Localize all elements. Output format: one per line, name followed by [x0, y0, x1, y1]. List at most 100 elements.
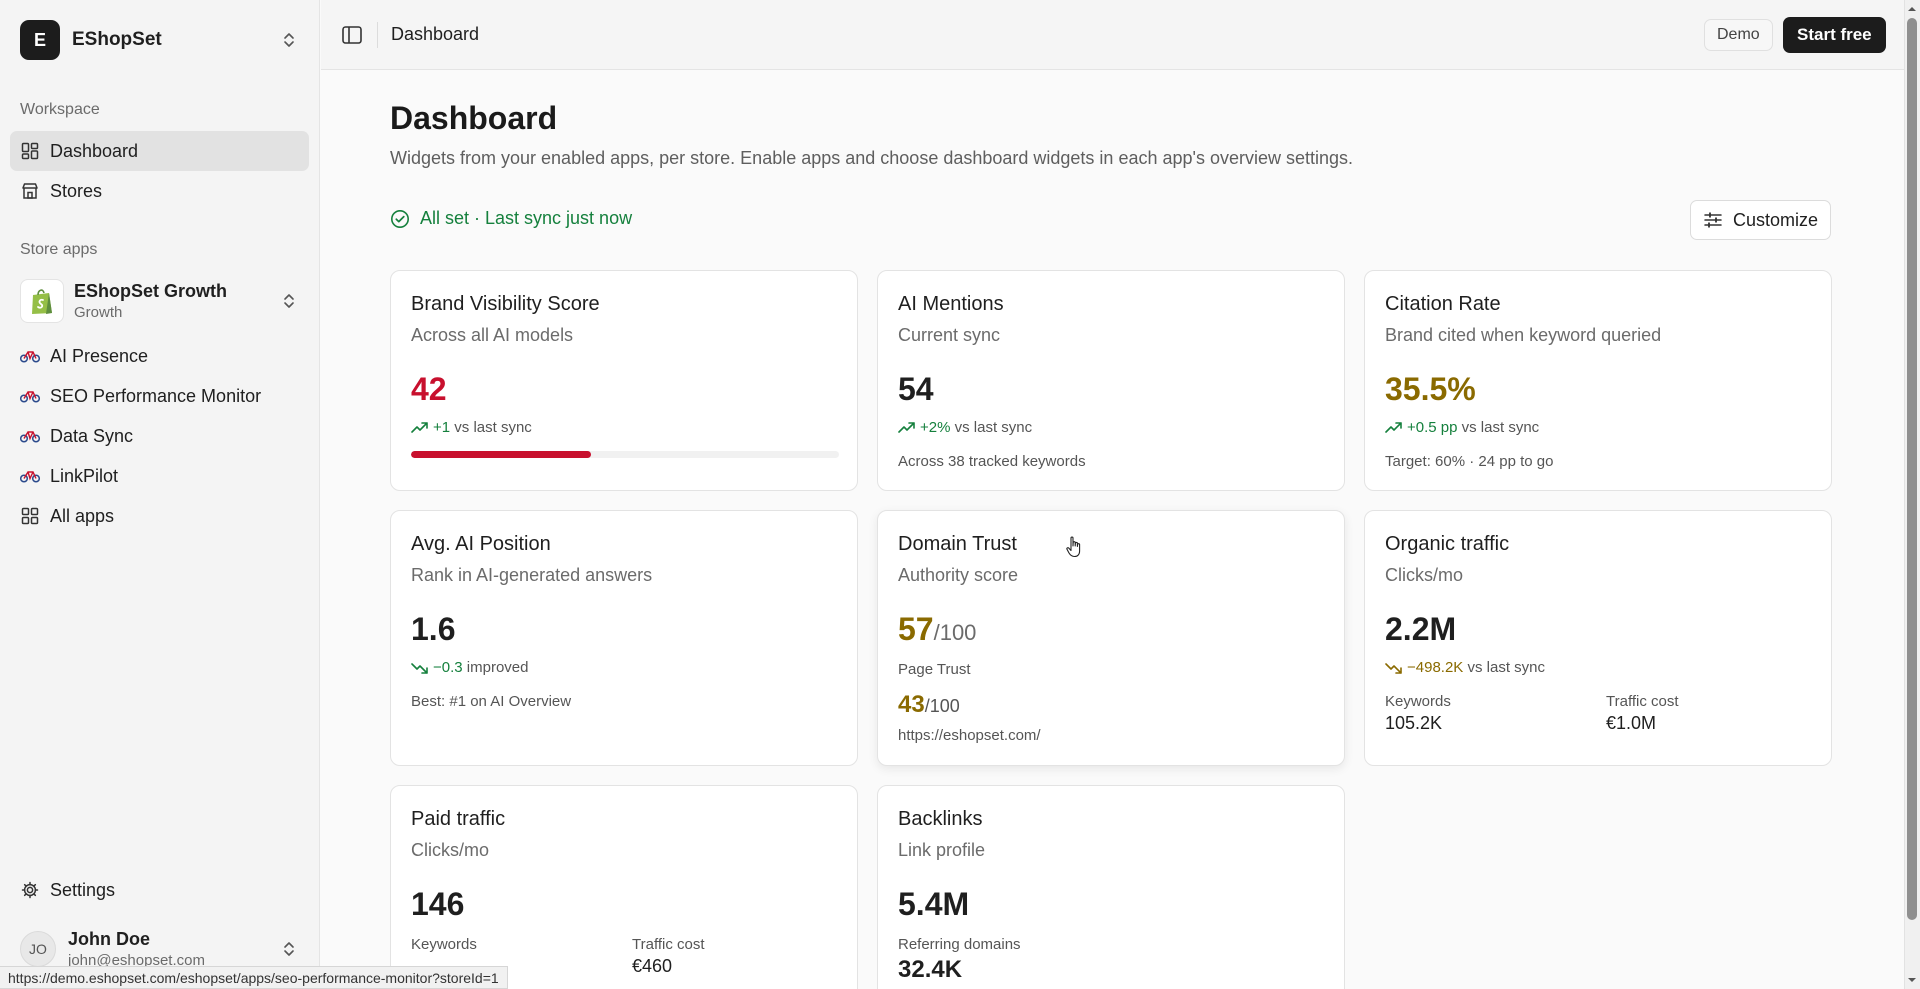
breadcrumb: Dashboard [391, 24, 480, 44]
card-organic-traffic[interactable]: Organic traffic Clicks/mo 2.2M −498.2K v… [1364, 510, 1832, 766]
app-switcher[interactable]: EShopSet Growth Growth [20, 276, 302, 326]
shopify-bag-icon [20, 279, 64, 323]
domain-trust-max: /100 [933, 620, 977, 645]
sidebar-item-label: SEO Performance Monitor [50, 385, 262, 406]
user-menu[interactable]: JO John Doe john@eshopset.com [20, 926, 302, 972]
traffic-cost-label: Traffic cost [632, 936, 705, 953]
card-title: Brand Visibility Score [411, 293, 600, 315]
card-subtitle: Clicks/mo [1385, 565, 1464, 585]
card-subtitle: Authority score [898, 565, 1019, 585]
card-citation-rate[interactable]: Citation Rate Brand cited when keyword q… [1364, 270, 1832, 491]
bike-icon [20, 386, 40, 406]
hand-cursor-icon [1066, 536, 1081, 558]
delta-value: −0.3 [433, 659, 463, 676]
brand-switcher[interactable]: E EShopSet [20, 20, 302, 60]
card-brand-visibility[interactable]: Brand Visibility Score Across all AI mod… [390, 270, 858, 491]
trend-up-icon [411, 421, 428, 433]
sidebar-item-label: Data Sync [50, 425, 134, 446]
card-delta: +0.5 pp vs last sync [1385, 419, 1539, 436]
brand-name: EShopSet [72, 29, 162, 50]
domain-url: https://eshopset.com/ [898, 727, 1041, 744]
app-switcher-name: EShopSet Growth [74, 281, 227, 301]
link-status-url: https://demo.eshopset.com/eshopset/apps/… [0, 966, 508, 989]
sidebar-item-label: All apps [50, 505, 115, 526]
card-domain-trust[interactable]: Domain Trust Authority score 57/100 Page… [877, 510, 1345, 766]
card-delta: −0.3 improved [411, 659, 529, 676]
card-value: 1.6 [411, 611, 456, 647]
sync-status: All set · Last sync just now [390, 208, 632, 229]
sidebar-item-ai-presence[interactable]: AI Presence [10, 336, 309, 376]
scroll-down-arrow-icon[interactable] [1906, 975, 1918, 985]
sidebar-item-linkpilot[interactable]: LinkPilot [10, 456, 309, 496]
sidebar-item-seo-performance-monitor[interactable]: SEO Performance Monitor [10, 376, 309, 416]
traffic-cost-label: Traffic cost [1606, 693, 1679, 710]
chevron-up-down-icon [284, 33, 294, 47]
page-trust-max: /100 [924, 696, 960, 716]
delta-suffix: vs last sync [1461, 419, 1540, 436]
scrollbar-thumb[interactable] [1907, 18, 1917, 920]
card-subtitle: Across all AI models [411, 325, 574, 345]
sidebar-item-dashboard[interactable]: Dashboard [10, 131, 309, 171]
start-free-button[interactable]: Start free [1783, 17, 1886, 53]
card-title: Organic traffic [1385, 533, 1510, 555]
user-email: john@eshopset.com [68, 952, 205, 969]
card-avg-ai-position[interactable]: Avg. AI Position Rank in AI-generated an… [390, 510, 858, 766]
customize-button[interactable]: Customize [1690, 200, 1831, 240]
header-divider [377, 22, 378, 48]
card-subtitle: Rank in AI-generated answers [411, 565, 653, 585]
sidebar-item-label: Dashboard [50, 140, 139, 161]
chevron-up-down-icon [284, 942, 294, 956]
card-title: AI Mentions [898, 293, 1004, 315]
sidebar-item-data-sync[interactable]: Data Sync [10, 416, 309, 456]
card-value: 35.5% [1385, 371, 1476, 407]
card-value: 146 [411, 886, 465, 922]
delta-suffix: vs last sync [954, 419, 1033, 436]
delta-value: +1 [433, 419, 451, 436]
keywords-value: 105.2K [1385, 713, 1443, 733]
card-title: Domain Trust [898, 533, 1017, 555]
card-value: 57/100 [898, 611, 976, 648]
page-trust-score: 43 [898, 691, 925, 718]
sidebar-item-label: Settings [50, 879, 116, 900]
card-paid-traffic[interactable]: Paid traffic Clicks/mo 146 Keywords Traf… [390, 785, 858, 989]
card-title: Backlinks [898, 808, 983, 830]
sidebar-item-label: LinkPilot [50, 465, 119, 486]
store-icon [20, 181, 40, 201]
keywords-label: Keywords [411, 936, 477, 953]
delta-value: −498.2K [1407, 659, 1464, 676]
grid-icon [20, 506, 40, 526]
card-subtitle: Clicks/mo [411, 840, 490, 860]
visibility-progress-bar [411, 451, 839, 458]
sidebar-item-label: Stores [50, 180, 103, 201]
keywords-label: Keywords [1385, 693, 1451, 710]
delta-suffix: vs last sync [454, 419, 532, 436]
sidebar-item-settings[interactable]: Settings [10, 870, 309, 910]
sidebar: E EShopSet Workspace Dashboard Stores St… [0, 0, 320, 989]
sync-status-text: All set · Last sync just now [420, 208, 633, 228]
card-note: Target: 60% · 24 pp to go [1385, 453, 1554, 470]
bike-icon [20, 466, 40, 486]
bike-icon [20, 346, 40, 366]
scroll-up-arrow-icon[interactable] [1906, 4, 1918, 14]
delta-suffix: improved [466, 659, 529, 676]
card-title: Paid traffic [411, 808, 506, 830]
card-ai-mentions[interactable]: AI Mentions Current sync 54 +2% vs last … [877, 270, 1345, 491]
sidebar-item-all-apps[interactable]: All apps [10, 496, 309, 536]
card-value: 2.2M [1385, 611, 1457, 647]
card-subtitle: Link profile [898, 840, 986, 860]
card-backlinks[interactable]: Backlinks Link profile 5.4M Referring do… [877, 785, 1345, 989]
top-bar: Dashboard Demo Start free [321, 0, 1905, 70]
sidebar-item-stores[interactable]: Stores [10, 171, 309, 211]
card-value: 42 [411, 371, 447, 407]
delta-value: +0.5 pp [1407, 419, 1458, 436]
card-value: 54 [898, 371, 934, 407]
workspace-label: Workspace [20, 101, 100, 118]
sidebar-toggle-icon[interactable] [341, 24, 363, 46]
card-delta: +1 vs last sync [411, 419, 532, 436]
sidebar-item-label: AI Presence [50, 345, 149, 366]
brand-logo: E [20, 20, 60, 60]
domain-trust-score: 57 [898, 611, 934, 647]
trend-down-icon [411, 662, 428, 674]
page-subtitle: Widgets from your enabled apps, per stor… [390, 148, 1354, 168]
gear-icon [20, 880, 40, 900]
